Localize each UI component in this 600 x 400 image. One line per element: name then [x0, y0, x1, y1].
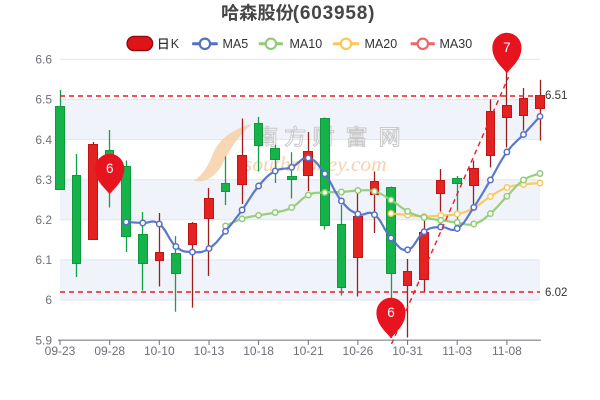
svg-text:10-26: 10-26	[343, 344, 374, 358]
svg-text:6.4: 6.4	[35, 133, 52, 147]
svg-text:11-08: 11-08	[492, 344, 522, 358]
svg-text:MA5: MA5	[223, 37, 249, 51]
svg-text:6: 6	[45, 293, 52, 307]
svg-text:(603958): (603958)	[293, 3, 375, 24]
svg-text:10-21: 10-21	[293, 344, 324, 358]
svg-text:southmoney.com: southmoney.com	[244, 152, 387, 176]
svg-text:6.2: 6.2	[35, 213, 52, 227]
svg-text:6.6: 6.6	[35, 53, 52, 67]
svg-text:6.02: 6.02	[545, 287, 567, 299]
svg-text:6.5: 6.5	[35, 93, 52, 107]
svg-text:09-23: 09-23	[45, 344, 76, 358]
svg-text:MA20: MA20	[365, 37, 398, 51]
svg-text:6.3: 6.3	[35, 173, 52, 187]
svg-text:10-13: 10-13	[194, 344, 225, 358]
svg-text:10-18: 10-18	[243, 344, 274, 358]
svg-text:09-28: 09-28	[94, 344, 125, 358]
svg-text:6: 6	[106, 161, 114, 176]
svg-text:MA30: MA30	[440, 37, 473, 51]
svg-text:6: 6	[387, 305, 395, 320]
svg-text:K: K	[171, 37, 180, 51]
svg-text:6.51: 6.51	[545, 90, 567, 102]
svg-text:6.1: 6.1	[35, 253, 52, 267]
svg-text:10-10: 10-10	[144, 344, 175, 358]
svg-text:10-31: 10-31	[392, 344, 423, 358]
svg-text:5.9: 5.9	[35, 333, 52, 347]
svg-text:MA10: MA10	[290, 37, 323, 51]
svg-text:7: 7	[503, 40, 511, 55]
svg-text:11-03: 11-03	[442, 344, 472, 358]
